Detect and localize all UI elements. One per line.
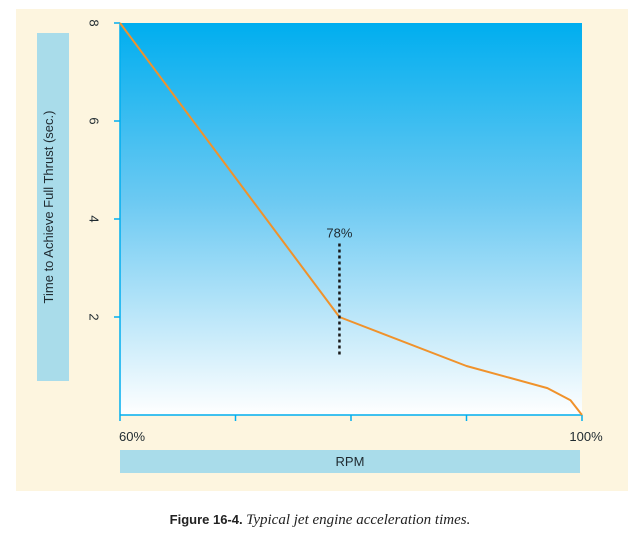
marker-label: 78% — [326, 226, 352, 241]
chart: Time to Achieve Full Thrust (sec.) RPM 2… — [37, 19, 604, 473]
x-axis-label: RPM — [336, 454, 365, 469]
y-label-band — [37, 33, 69, 381]
figure-caption: Figure 16-4. Typical jet engine accelera… — [0, 512, 640, 529]
ticks: 2 4 6 8 60% 100% — [87, 19, 604, 444]
caption-number: Figure 16-4. — [169, 512, 243, 527]
y-tick-label: 2 — [87, 313, 102, 320]
y-tick-label: 6 — [87, 117, 102, 124]
y-tick-label: 8 — [87, 19, 102, 26]
series-line — [119, 22, 583, 416]
figure-panel: Time to Achieve Full Thrust (sec.) RPM 2… — [16, 9, 628, 491]
series — [119, 22, 583, 416]
y-axis-label: Time to Achieve Full Thrust (sec.) — [41, 111, 56, 304]
x-label-band — [120, 450, 580, 473]
plot-area — [120, 23, 582, 415]
x-tick-label: 60% — [119, 429, 145, 444]
caption-text: Typical jet engine acceleration times. — [246, 512, 471, 528]
x-tick-label: 100% — [569, 429, 603, 444]
annotations: 78% — [326, 226, 353, 357]
y-tick-label: 4 — [87, 215, 102, 222]
